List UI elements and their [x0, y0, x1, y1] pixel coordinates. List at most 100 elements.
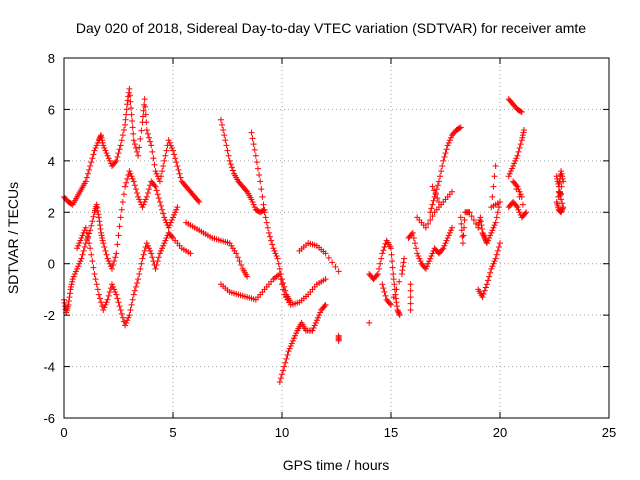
data-point — [263, 219, 270, 226]
data-point — [440, 245, 447, 252]
data-point — [172, 209, 179, 216]
data-point — [123, 319, 130, 326]
data-point — [409, 229, 416, 236]
data-point — [131, 287, 138, 294]
data-point — [444, 142, 451, 149]
data-point — [103, 299, 110, 306]
data-point — [277, 276, 284, 283]
data-point — [95, 211, 102, 218]
data-point — [108, 265, 115, 272]
data-point — [374, 271, 381, 277]
data-point — [396, 310, 403, 317]
data-point — [74, 245, 81, 252]
data-point — [97, 133, 104, 140]
data-point — [117, 142, 124, 149]
data-point — [87, 245, 94, 252]
data-point — [101, 145, 108, 151]
data-point — [149, 254, 156, 261]
data-point — [382, 292, 389, 299]
data-point — [559, 175, 566, 182]
data-point — [160, 210, 167, 217]
data-point — [113, 250, 120, 257]
data-point — [560, 178, 567, 185]
data-point — [106, 260, 113, 267]
data-point — [492, 163, 499, 169]
data-point — [146, 186, 153, 193]
data-point — [100, 240, 107, 247]
data-point — [156, 250, 163, 257]
data-point — [140, 107, 147, 114]
data-point — [151, 182, 158, 189]
data-point — [252, 152, 259, 159]
data-point — [314, 314, 321, 321]
data-point — [88, 159, 95, 166]
data-point — [93, 142, 100, 149]
data-point — [238, 262, 245, 268]
data-point — [104, 152, 111, 159]
data-point — [459, 233, 466, 240]
data-point — [140, 201, 147, 208]
data-point — [317, 309, 324, 316]
data-point — [434, 182, 441, 189]
data-point — [517, 141, 524, 148]
data-point — [329, 259, 336, 266]
data-point — [446, 229, 453, 236]
data-point — [492, 255, 499, 262]
y-tick-label: 2 — [48, 205, 55, 220]
data-point — [172, 155, 179, 162]
data-point — [87, 163, 94, 169]
data-point — [398, 271, 405, 277]
data-point — [429, 183, 436, 190]
data-point — [129, 118, 136, 124]
data-point — [553, 173, 560, 180]
data-point — [290, 335, 297, 342]
data-point — [136, 196, 143, 203]
data-point — [393, 303, 400, 310]
data-point — [119, 132, 126, 139]
data-point — [287, 343, 294, 349]
data-point — [429, 201, 436, 208]
data-point — [459, 240, 466, 247]
data-point — [414, 250, 421, 257]
data-point — [482, 236, 489, 243]
series-arc-e — [217, 116, 268, 216]
data-point — [435, 199, 442, 205]
data-point — [99, 235, 106, 241]
data-point — [162, 152, 169, 159]
data-point — [335, 268, 342, 275]
data-point — [429, 213, 436, 220]
data-point — [79, 232, 86, 239]
data-point — [311, 322, 318, 329]
data-point — [166, 222, 173, 229]
data-point — [98, 134, 105, 141]
data-point — [134, 190, 141, 196]
data-point — [72, 268, 79, 275]
data-point — [492, 219, 499, 226]
data-point — [439, 163, 446, 169]
series-arc-a — [61, 85, 203, 208]
y-tick-label: -6 — [43, 411, 55, 426]
series-arc-h — [276, 301, 329, 385]
data-point — [128, 173, 135, 180]
data-point — [262, 214, 269, 221]
data-point — [154, 258, 161, 265]
data-point — [325, 254, 332, 261]
data-point — [128, 301, 135, 308]
data-point — [100, 307, 107, 313]
data-point — [559, 206, 566, 213]
data-point — [441, 154, 448, 160]
data-point — [391, 281, 398, 288]
data-point — [259, 193, 266, 200]
data-point — [119, 199, 126, 205]
data-point — [76, 260, 83, 267]
x-axis-label: GPS time / hours — [283, 457, 390, 473]
data-point — [84, 235, 91, 241]
data-point — [439, 246, 446, 253]
data-point — [78, 235, 85, 241]
data-point — [95, 214, 102, 221]
data-point — [558, 208, 565, 214]
data-point — [98, 132, 105, 139]
data-point — [94, 208, 101, 214]
data-point — [313, 317, 320, 324]
data-point — [518, 137, 525, 144]
